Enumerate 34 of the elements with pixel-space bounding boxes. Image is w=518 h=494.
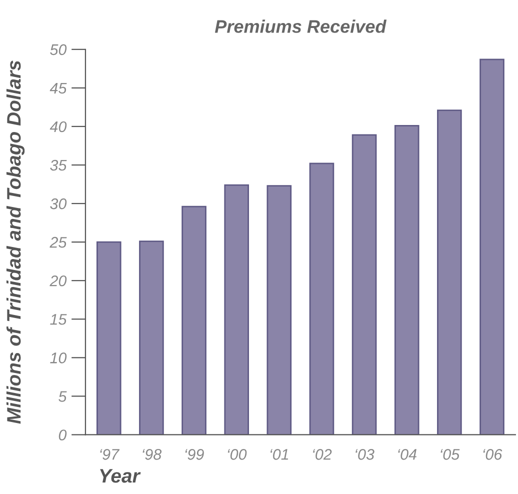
x-tick-label: ‘97 [100,449,120,460]
x-tick-label: ‘04 [398,449,416,460]
bar [437,110,462,435]
y-tick-label: 40 [50,121,67,132]
y-tick-label: 45 [50,82,67,94]
bar [394,125,420,435]
x-tick-label: ‘06 [483,449,502,460]
bar [96,241,122,435]
y-tick-label: 5 [58,391,67,402]
x-tick-label: ‘98 [142,449,162,460]
bar [352,134,377,435]
bar [480,58,504,435]
x-tick-label: ‘03 [356,449,374,460]
x-tick-label: ‘01 [270,449,288,460]
x-tick-label: ‘00 [228,449,247,460]
x-tick-label: ‘02 [313,449,332,460]
bar [139,240,164,435]
bar [224,184,249,435]
bar [309,162,334,435]
y-tick-label: 15 [50,314,67,325]
y-tick-label: 50 [50,44,67,56]
y-tick-label: 25 [50,236,67,248]
x-tick-label: ‘05 [440,449,460,460]
y-tick-label: 0 [58,430,67,440]
x-tick-label: ‘99 [185,449,204,460]
y-axis-title: Millions of Trinidad and Tobago Dollars [6,60,25,424]
y-tick-label: 35 [50,160,67,171]
y-tick-label: 20 [50,275,67,286]
bar [266,185,292,435]
x-axis-title: Year [100,469,141,483]
bar [182,206,206,435]
chart-title: Premiums Received [214,20,387,33]
y-tick-label: 30 [50,198,67,210]
y-tick-label: 10 [50,352,67,364]
